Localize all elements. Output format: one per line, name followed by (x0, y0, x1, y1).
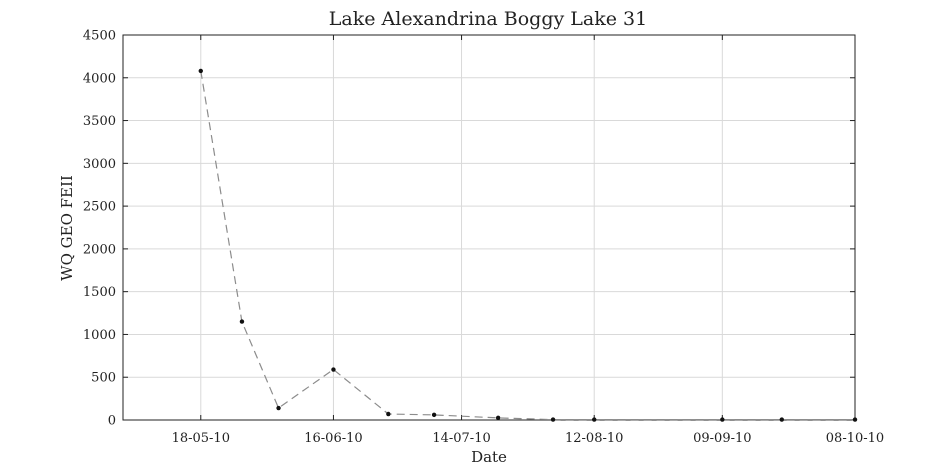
y-tick-label: 500 (91, 371, 116, 386)
y-axis: 0 500 1000 1500 2000 2500 3000 3500 4000 4500 (83, 29, 855, 429)
data-point (431, 412, 437, 418)
data-point (495, 415, 501, 421)
y-tick-label: 1000 (83, 328, 116, 343)
grid (123, 34, 856, 421)
data-point (276, 405, 281, 411)
y-tick-label: 2500 (83, 200, 116, 215)
y-tick-label: 3000 (83, 157, 116, 172)
y-tick-label: 3500 (83, 114, 116, 129)
x-tick-label: 09-09-10 (693, 431, 751, 446)
data-point (550, 417, 556, 422)
y-tick-label: 2000 (83, 242, 116, 257)
data-point (779, 417, 784, 422)
x-tick-label: 14-07-10 (432, 431, 490, 446)
series-layer (198, 68, 858, 422)
plot-frame (122, 34, 856, 421)
x-axis-label: Date (471, 448, 507, 466)
data-point (239, 319, 245, 324)
y-tick-label: 0 (108, 414, 116, 429)
data-point (386, 411, 391, 417)
data-point (331, 367, 336, 372)
data-point (198, 68, 203, 74)
y-tick-label: 1500 (83, 285, 116, 300)
data-point (592, 417, 597, 422)
chart-title: Lake Alexandrina Boggy Lake 31 (329, 8, 647, 30)
series-line (200, 70, 855, 421)
y-axis-label: WQ GEO FEII (58, 175, 76, 281)
x-tick-label: 08-10-10 (826, 431, 884, 446)
x-tick-label: 18-05-10 (172, 431, 230, 446)
x-tick-label: 16-06-10 (304, 431, 362, 446)
x-tick-label: 12-08-10 (565, 431, 623, 446)
y-tick-label: 4000 (83, 71, 116, 86)
y-tick-label: 4500 (83, 29, 116, 44)
data-point (852, 417, 858, 422)
x-axis: 18-05-10 16-06-10 14-07-10 12-08-10 09-09-10… (172, 35, 884, 446)
data-point (720, 417, 725, 422)
